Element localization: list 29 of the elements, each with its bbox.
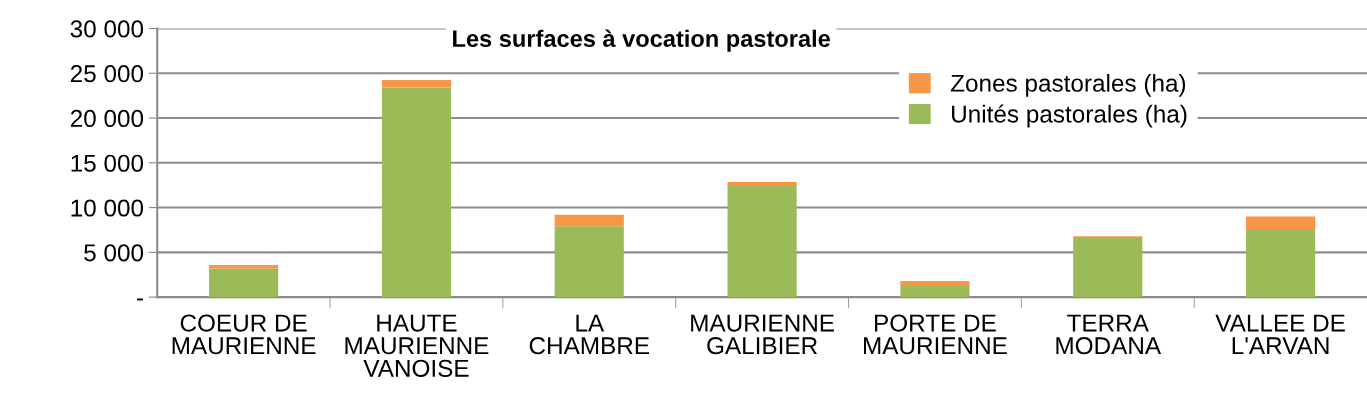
y-tick-label: 10 000 [71,199,144,217]
x-tick-label: VALLEE DE L'ARVAN [1215,314,1345,355]
bar [209,268,279,298]
bar [727,186,797,298]
x-tick-label: HAUTE MAURIENNE VANOISE [345,314,489,377]
bar [727,182,797,187]
y-tick-label: 15 000 [71,154,144,172]
bar [1246,229,1316,298]
x-tick-label: LA CHAMBRE [529,314,649,355]
bar [554,214,624,227]
x-tick-label: MAURIENNE GALIBIER [691,314,834,355]
y-tick-label: 20 000 [70,109,144,128]
y-tick-label: 25 000 [70,65,144,83]
bar [381,87,452,298]
y-tick-label: 5 000 [84,244,144,262]
bar [900,280,970,285]
x-tick-label: TERRA MODANA [1056,314,1162,355]
bar [900,284,970,298]
legend-label: Zones pastorales (ha) [950,73,1186,97]
bar [1073,238,1143,298]
x-tick-label: COEUR DE MAURIENNE [172,314,316,355]
y-tick-label: 30 000 [70,20,144,38]
bar [554,226,624,298]
bar [1246,216,1316,230]
bar [381,79,452,88]
legend-label: Unités pastorales (ha) [952,104,1187,128]
x-tick-label: PORTE DE MAURIENNE [864,314,1007,355]
chart-title: Les surfaces à vocation pastorale [453,29,830,52]
y-tick-label: - [137,298,143,301]
